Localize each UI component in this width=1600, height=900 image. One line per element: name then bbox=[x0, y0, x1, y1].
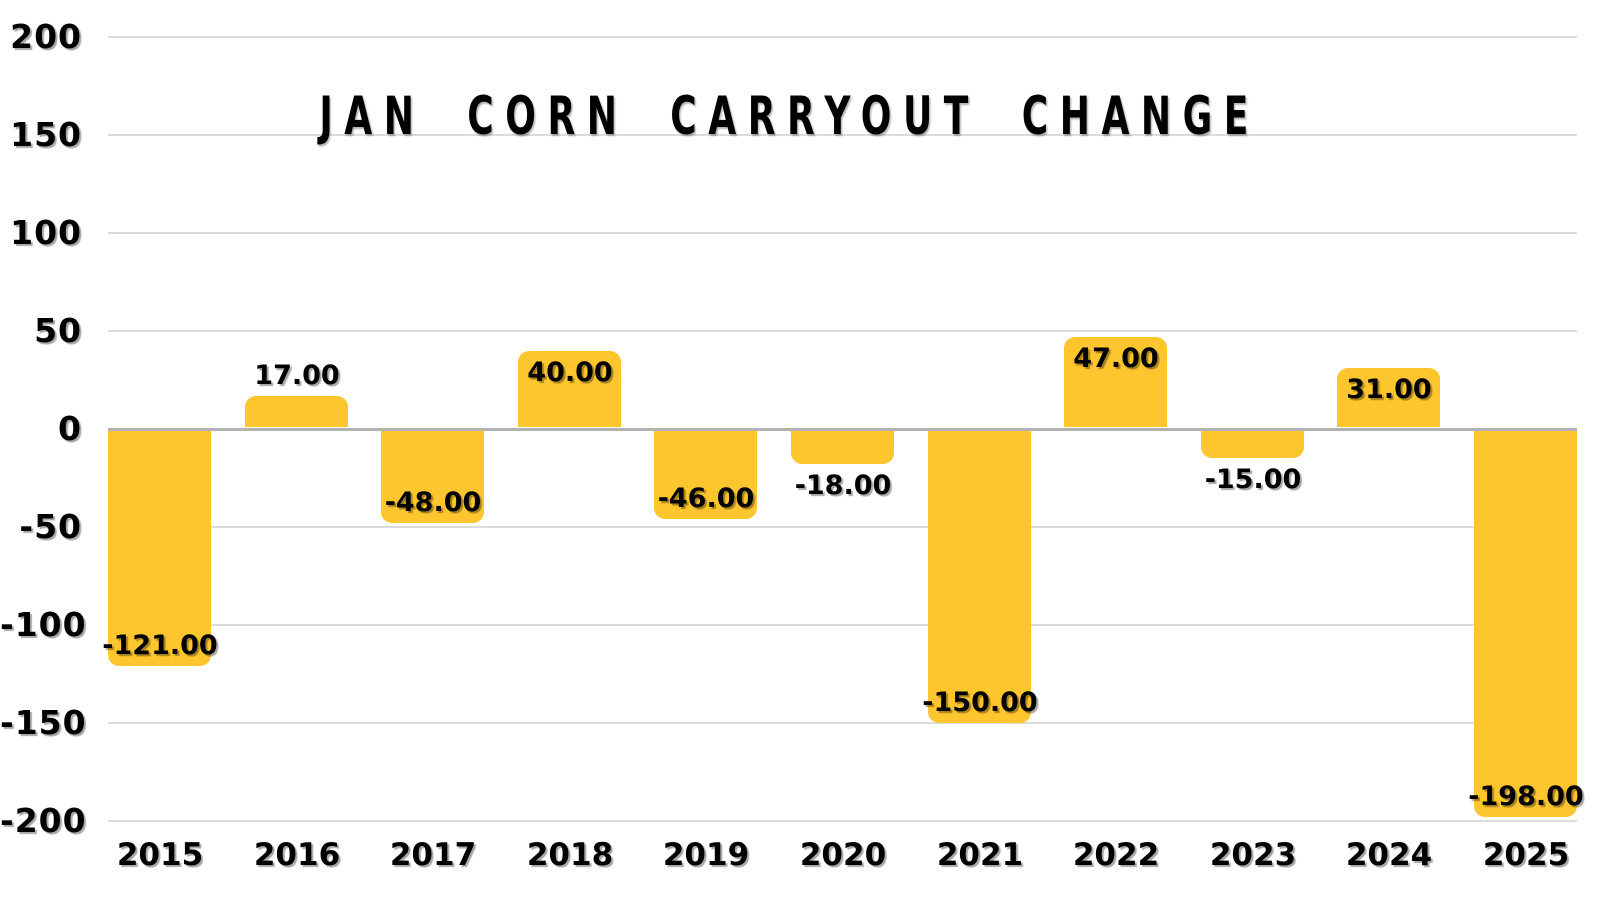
bar bbox=[1337, 368, 1440, 427]
bar bbox=[518, 351, 621, 427]
bar bbox=[1064, 337, 1167, 427]
bar bbox=[654, 431, 757, 519]
bar-value-label: -48.00 bbox=[384, 487, 482, 518]
x-axis-tick-label: 2020 bbox=[799, 837, 887, 873]
bar bbox=[1474, 431, 1577, 817]
bar-value-label: 31.00 bbox=[1346, 374, 1432, 405]
y-axis-tick-label: 150 bbox=[10, 115, 82, 154]
bar-value-label: -150.00 bbox=[922, 687, 1038, 718]
bar-value-label: 47.00 bbox=[1073, 343, 1159, 374]
zero-line bbox=[108, 428, 1577, 431]
x-axis-tick-label: 2021 bbox=[936, 837, 1024, 873]
x-axis-tick-label: 2025 bbox=[1482, 837, 1570, 873]
y-axis-tick-label: 50 bbox=[34, 311, 82, 350]
y-axis-tick-label: -200 bbox=[0, 801, 87, 840]
gridline bbox=[108, 232, 1577, 234]
bar bbox=[245, 396, 348, 427]
gridline bbox=[108, 134, 1577, 136]
y-axis-tick-label: 200 bbox=[10, 17, 82, 56]
bar bbox=[108, 431, 211, 666]
x-axis-tick-label: 2022 bbox=[1072, 837, 1160, 873]
y-axis-tick-label: -100 bbox=[0, 605, 87, 644]
gridline bbox=[108, 722, 1577, 724]
gridline bbox=[108, 820, 1577, 822]
bar-value-label: -15.00 bbox=[1204, 464, 1302, 495]
bar bbox=[1201, 431, 1304, 458]
chart-title-text: JAN CORN CARRYOUT CHANGE bbox=[319, 86, 1261, 147]
bar-value-label: -198.00 bbox=[1468, 781, 1584, 812]
gridline bbox=[108, 330, 1577, 332]
y-axis-tick-label: 100 bbox=[10, 213, 82, 252]
bar bbox=[928, 431, 1031, 723]
bar-value-label: -18.00 bbox=[794, 470, 892, 501]
bar-value-label: 17.00 bbox=[254, 360, 340, 391]
bar-value-label: -121.00 bbox=[102, 630, 218, 661]
x-axis-tick-label: 2017 bbox=[389, 837, 477, 873]
x-axis-tick-label: 2023 bbox=[1209, 837, 1297, 873]
x-axis-tick-label: 2015 bbox=[116, 837, 204, 873]
gridline bbox=[108, 624, 1577, 626]
chart-title: JAN CORN CARRYOUT CHANGE bbox=[0, 86, 1580, 147]
bar bbox=[381, 431, 484, 523]
gridline bbox=[108, 526, 1577, 528]
y-axis-tick-label: -50 bbox=[19, 507, 82, 546]
y-axis-tick-label: 0 bbox=[58, 409, 82, 448]
x-axis-tick-label: 2019 bbox=[662, 837, 750, 873]
bar bbox=[791, 431, 894, 464]
x-axis-tick-label: 2024 bbox=[1345, 837, 1433, 873]
x-axis-tick-label: 2018 bbox=[526, 837, 614, 873]
gridline bbox=[108, 36, 1577, 38]
x-axis-tick-label: 2016 bbox=[253, 837, 341, 873]
bar-value-label: 40.00 bbox=[527, 357, 613, 388]
y-axis-tick-label: -150 bbox=[0, 703, 87, 742]
bar-value-label: -46.00 bbox=[657, 483, 755, 514]
